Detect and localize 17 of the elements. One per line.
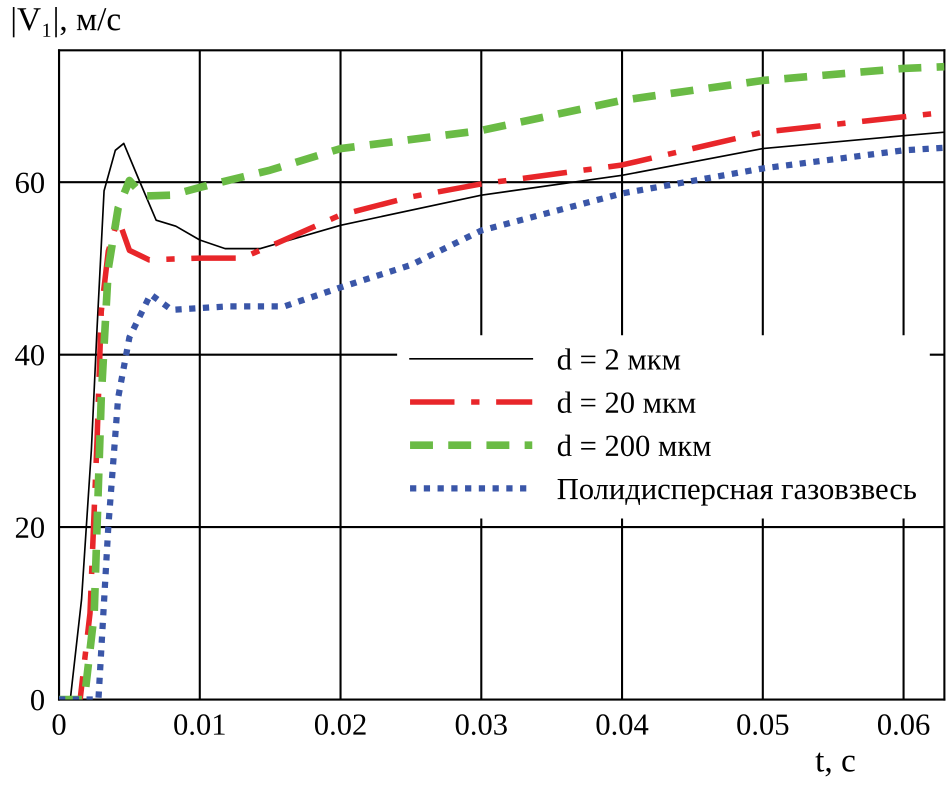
legend-label: Полидисперсная газовзвесь — [558, 479, 916, 506]
y-tick-label: 20 — [16, 517, 44, 538]
legend-label: d = 200 мкм — [558, 434, 711, 456]
x-tick-label: 0.05 — [737, 714, 788, 736]
x-axis-title: t, с — [815, 752, 855, 776]
x-tick-label: 0.01 — [174, 714, 225, 736]
y-axis-title: |V₁|, м/с — [12, 6, 120, 38]
y-tick-label: 40 — [15, 344, 44, 366]
legend-label: d = 2 мкм — [558, 348, 680, 370]
legend-label: d = 20 мкм — [558, 392, 696, 414]
x-tick-label: 0.03 — [456, 714, 507, 736]
y-tick-label: 60 — [16, 172, 44, 194]
x-tick-label: 0.02 — [314, 714, 366, 736]
x-tick-label: 0.04 — [596, 714, 648, 736]
x-tick-label: 0 — [52, 714, 66, 735]
y-tick-label: 0 — [31, 690, 44, 710]
x-tick-label: 0.06 — [878, 714, 930, 736]
